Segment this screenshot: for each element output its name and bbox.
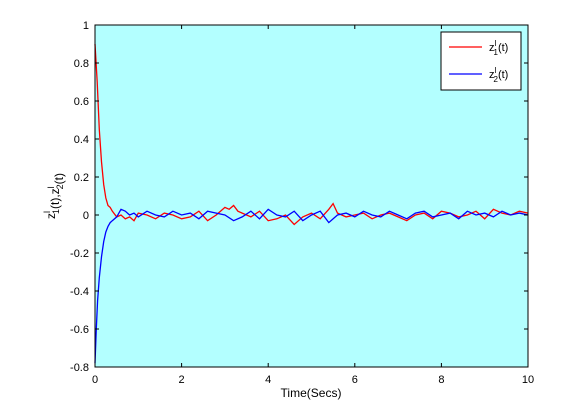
legend-box [440, 31, 522, 91]
legend: zl 1(t) zl 2(t) [440, 31, 522, 91]
series-line-z1 [94, 43, 529, 226]
y-tick-label: 0.8 [74, 58, 89, 70]
x-tick-label: 6 [352, 374, 358, 386]
series-layer [94, 43, 529, 364]
y-tick-label: -0.4 [70, 286, 89, 298]
x-axis-ticks: 0 2 4 6 8 10 [92, 25, 534, 386]
y-tick-label: 0.4 [74, 134, 89, 146]
y-tick-label: -0.2 [70, 248, 89, 260]
x-axis-title: Time(Secs) [281, 386, 342, 400]
y-tick-label: -0.8 [70, 362, 89, 374]
y-tick-label: 0.6 [74, 96, 89, 108]
x-tick-label: 8 [438, 374, 444, 386]
y-axis-title-text: zl1(t),zl2(t) [42, 173, 66, 219]
series-line-z2 [94, 208, 529, 364]
legend-label: zl 1(t) [489, 39, 508, 57]
y-tick-label: 1 [83, 20, 89, 32]
x-tick-label: 4 [265, 374, 271, 386]
x-tick-label: 10 [522, 374, 534, 386]
y-tick-label: 0.2 [74, 172, 89, 184]
y-tick-label: 0 [83, 210, 89, 222]
x-tick-label: 0 [92, 374, 98, 386]
plot-frame [94, 24, 529, 368]
y-tick-label: -0.6 [70, 324, 89, 336]
x-tick-label: 2 [179, 374, 185, 386]
y-axis-title: zl1(t),zl2(t) [42, 173, 66, 219]
legend-label: zl 2(t) [489, 66, 508, 84]
y-axis-ticks: -0.8 -0.6 -0.4 -0.2 0 0.2 0.4 0.6 0.8 1 [70, 20, 528, 374]
